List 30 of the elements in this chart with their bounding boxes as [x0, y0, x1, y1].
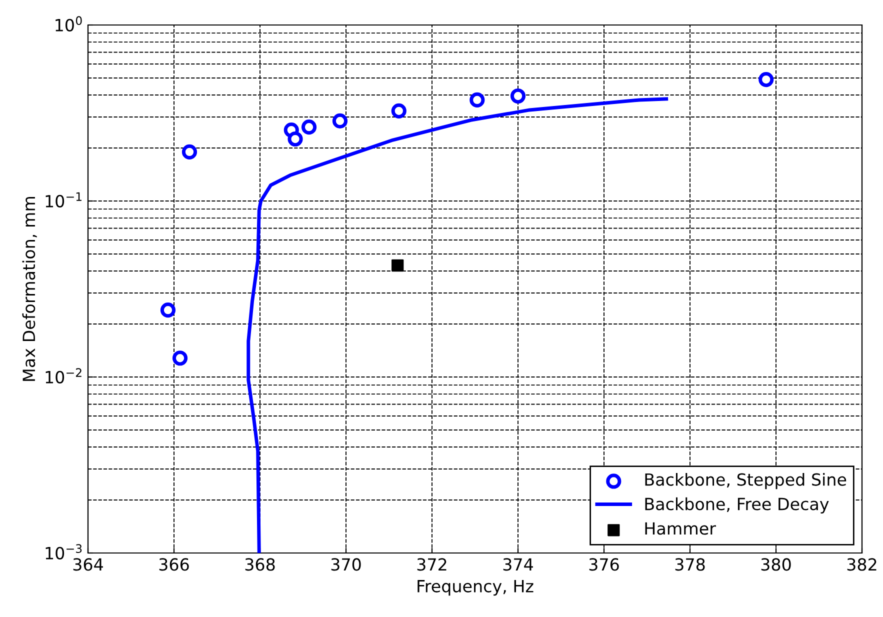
x-tick-label: 380: [761, 558, 791, 571]
point: [392, 259, 404, 272]
x-tick-label: 364: [73, 558, 103, 571]
x-tick-label: 378: [675, 558, 705, 571]
y-tick-label: 10$^{−3}$: [46, 544, 82, 560]
legend-label: Hammer: [645, 522, 716, 535]
y-tick-label: 10$^{0}$: [56, 16, 82, 32]
x-tick-label: 366: [159, 558, 189, 571]
point: [332, 113, 348, 128]
x-tick-label: 382: [847, 558, 876, 571]
x-axis-title: Frequency, Hz: [418, 580, 534, 596]
x-tick-label: 368: [245, 558, 275, 571]
point: [160, 302, 176, 318]
x-tick-label: 376: [589, 558, 619, 571]
y-tick-label: 10$^{−2}$: [46, 368, 82, 384]
x-tick-label: 374: [503, 558, 533, 571]
point: [182, 144, 198, 160]
point: [172, 350, 188, 366]
legend-label: Backbone, Free Decay: [645, 497, 829, 514]
y-axis-title: Max Deformation, mm: [22, 196, 37, 381]
point: [510, 88, 526, 104]
legend-label: Backbone, Stepped Sine: [645, 472, 846, 490]
point: [758, 72, 774, 88]
point: [301, 120, 317, 135]
x-tick-label: 370: [331, 558, 361, 571]
y-tick-label: 10$^{−1}$: [46, 192, 82, 208]
point: [288, 131, 303, 147]
x-tick-label: 372: [417, 558, 446, 571]
point: [391, 103, 406, 118]
point: [470, 92, 485, 108]
